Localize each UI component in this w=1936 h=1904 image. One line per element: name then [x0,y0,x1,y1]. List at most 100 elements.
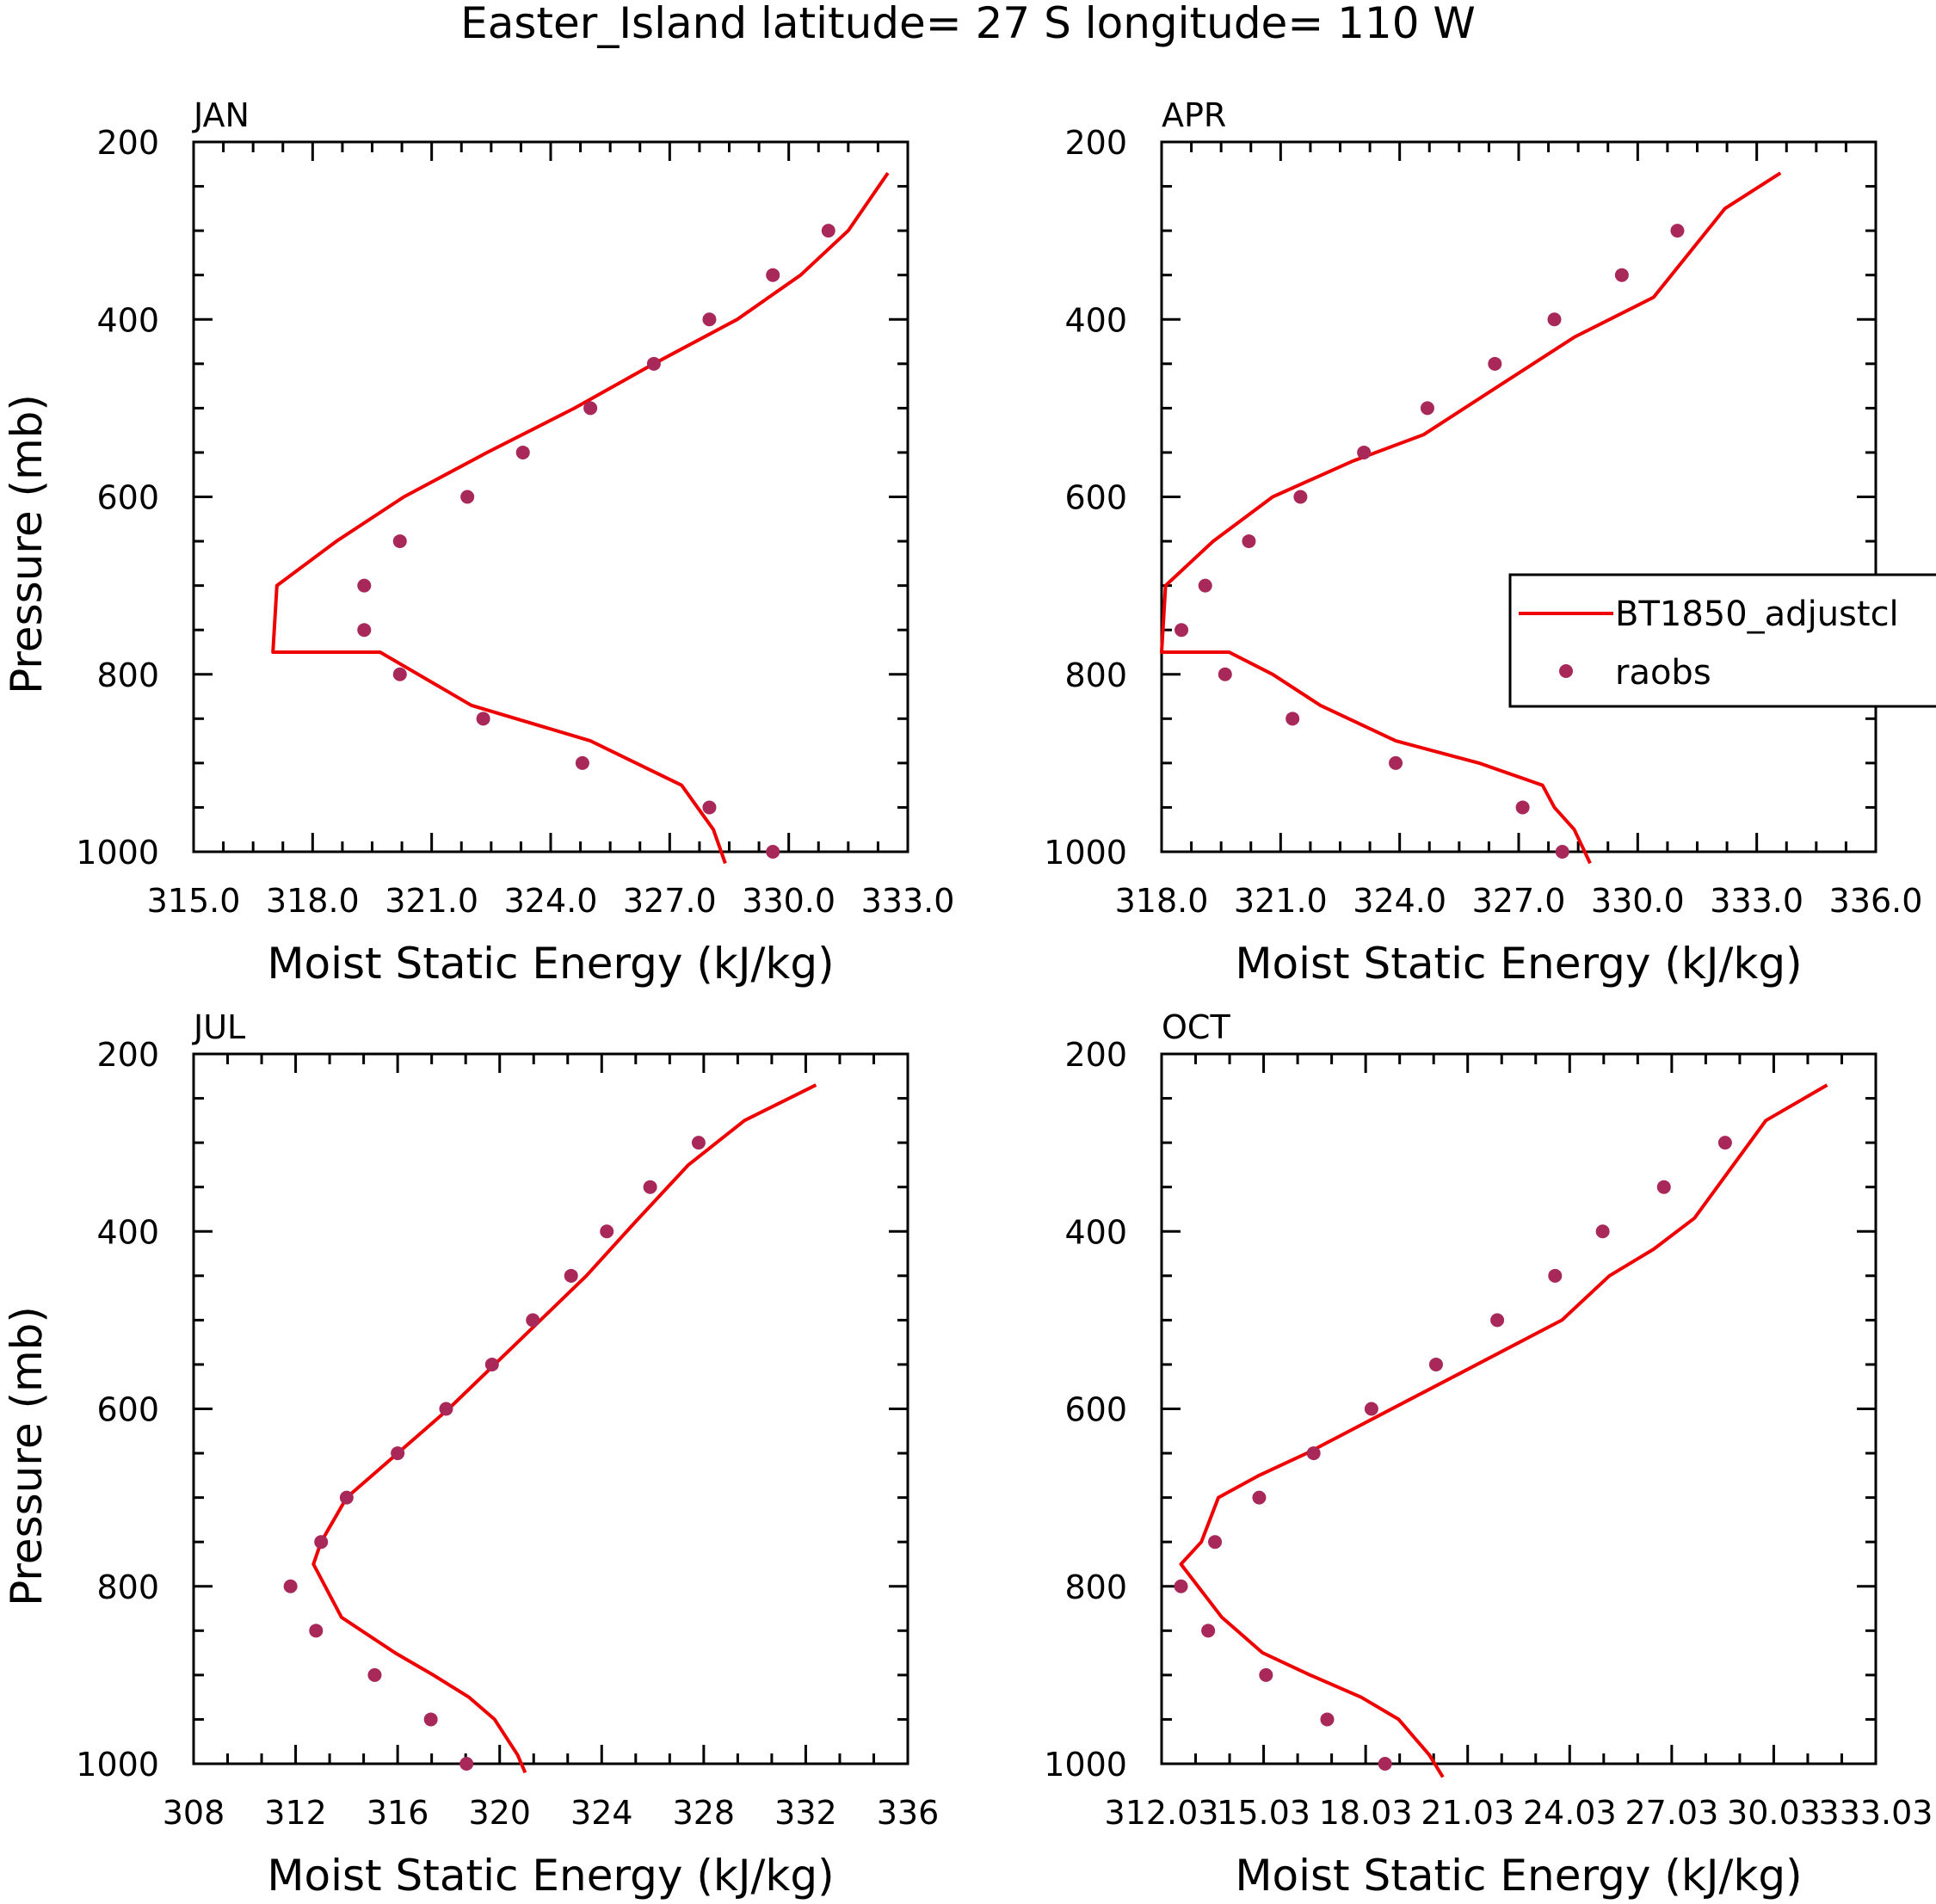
panel-apr: 318.0 321.0 324.0 327.0 330.0 333.0 336.0 200 40… [1044,96,1922,989]
y-tick-label: 1000 [1044,1746,1127,1784]
obs-point [1218,667,1232,681]
obs-point [357,578,372,593]
obs-point [391,1446,405,1461]
obs-point [1201,1624,1216,1638]
legend-obs-label: raobs [1615,653,1711,693]
obs-point [339,1490,354,1505]
y-tick-label: 800 [96,656,159,694]
obs-point [821,224,835,238]
x-tick-label: 336 [877,1794,940,1832]
panel-jul: 308 312 316 320 324 328 332 336 200 400 600 800 1000… [2,1008,939,1901]
y-tick-label: 600 [1064,479,1127,517]
obs-point [515,445,530,459]
legend-model-label: BT1850_adjustcl [1615,595,1899,634]
x-tick-label: 312.03 [1105,1794,1219,1832]
x-tick-label: 321.0 [385,882,478,920]
obs-point [392,667,407,681]
obs-point [583,401,598,416]
panel-label: APR [1162,96,1226,134]
y-axis-title: Pressure (mb) [2,394,52,694]
x-axis-title: Moist Static Energy (kJ/kg) [1235,939,1802,989]
obs-point [1548,1268,1563,1283]
y-tick-label: 800 [1064,656,1127,694]
x-tick-label: 30.03 [1727,1794,1821,1832]
x-tick-label: 318.0 [266,882,360,920]
x-tick-label: 333.0 [1710,882,1803,920]
x-tick-label: 330.0 [1591,882,1685,920]
x-tick-label: 321.0 [1234,882,1328,920]
obs-point [357,623,372,638]
x-tick-label: 24.03 [1523,1794,1617,1832]
obs-point [766,268,780,282]
y-axis-title: Pressure (mb) [2,1306,52,1606]
obs-point [1428,1357,1443,1371]
y-tick-label: 200 [96,124,159,162]
obs-point [392,534,407,549]
x-tick-label: 316 [367,1794,429,1832]
obs-point [1717,1136,1732,1150]
x-axis-title: Moist Static Energy (kJ/kg) [267,939,834,989]
obs-point [1490,1313,1505,1328]
obs-point [367,1667,382,1682]
x-tick-label: 324 [570,1794,633,1832]
obs-point [643,1180,657,1194]
obs-point [1420,401,1434,416]
obs-point [1252,1490,1267,1505]
obs-point [766,845,780,859]
obs-point [702,800,717,815]
x-tick-label: 315.0 [147,882,241,920]
y-tick-label: 1000 [76,834,159,872]
y-tick-label: 800 [1064,1568,1127,1606]
obs-point [1286,712,1300,726]
obs-point [646,356,661,371]
obs-point [1357,445,1372,459]
panel-label: JUL [192,1008,245,1046]
obs-point [309,1624,324,1638]
plot-frame [1160,140,1877,853]
obs-point [459,1757,474,1771]
obs-point [484,1357,499,1371]
legend-box [1508,573,1936,708]
model-line [311,1083,817,1774]
obs-point [1259,1667,1273,1682]
obs-point [1515,800,1530,815]
model-line [1160,171,1782,865]
obs-point [575,755,589,770]
obs-point [600,1224,614,1239]
y-tick-label: 1000 [76,1746,159,1784]
obs-point [1555,845,1569,859]
obs-point [1208,1535,1223,1550]
obs-point [1242,534,1256,549]
obs-point [1656,1180,1671,1194]
x-axis-title: Moist Static Energy (kJ/kg) [1235,1851,1802,1901]
y-tick-label: 1000 [1044,834,1127,872]
y-tick-label: 200 [1064,1036,1127,1074]
x-tick-label: 324.0 [504,882,598,920]
obs-point [439,1402,453,1416]
panel-label: JAN [192,96,250,134]
legend-obs-swatch [1559,664,1573,678]
obs-point [691,1136,706,1150]
plot-frame [192,140,909,853]
obs-point [1378,1757,1392,1771]
obs-point [1614,268,1629,282]
obs-point [1488,356,1502,371]
x-tick-label: 318.0 [1115,882,1209,920]
x-tick-label: 327.0 [1472,882,1566,920]
obs-point [564,1268,578,1283]
obs-point [1595,1224,1610,1239]
model-line [1179,1083,1828,1778]
obs-point [1320,1712,1335,1727]
obs-point [1670,224,1685,238]
obs-point [314,1535,329,1550]
obs-point [1293,490,1308,504]
x-tick-label: 336.0 [1829,882,1923,920]
y-tick-label: 600 [96,1391,159,1429]
obs-point [476,712,490,726]
x-tick-label: 333.0 [861,882,955,920]
y-tick-label: 800 [96,1568,159,1606]
figure-title: Easter_Island latitude= 27 S longitude= … [460,0,1476,48]
